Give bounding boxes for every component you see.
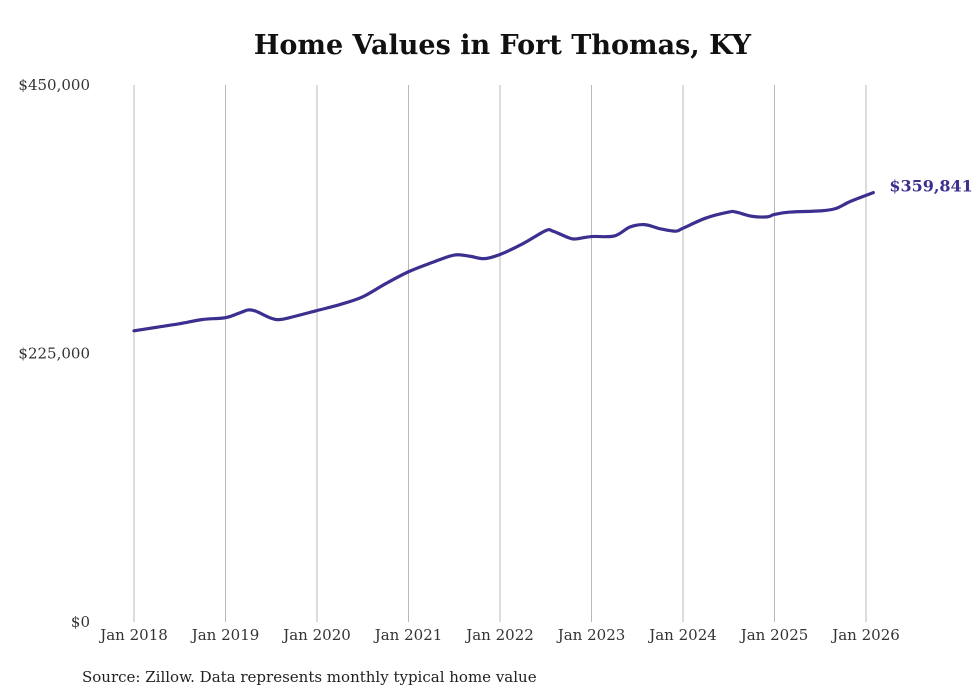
source-note: Source: Zillow. Data represents monthly … xyxy=(82,668,537,686)
x-tick-label: Jan 2019 xyxy=(190,626,260,644)
y-tick-label: $225,000 xyxy=(18,345,90,363)
x-tick-label: Jan 2026 xyxy=(830,626,900,644)
x-tick-label: Jan 2025 xyxy=(739,626,809,644)
x-tick-label: Jan 2024 xyxy=(647,626,717,644)
x-tick-label: Jan 2020 xyxy=(281,626,351,644)
chart-title: Home Values in Fort Thomas, KY xyxy=(253,30,752,61)
x-tick-label: Jan 2023 xyxy=(556,626,626,644)
y-tick-label: $450,000 xyxy=(18,76,90,94)
end-value-label: $359,841 xyxy=(889,177,973,196)
x-tick-label: Jan 2022 xyxy=(464,626,534,644)
series-line xyxy=(132,190,875,333)
y-tick-label: $0 xyxy=(71,613,90,631)
x-tick-label: Jan 2018 xyxy=(98,626,168,644)
x-tick-label: Jan 2021 xyxy=(373,626,443,644)
